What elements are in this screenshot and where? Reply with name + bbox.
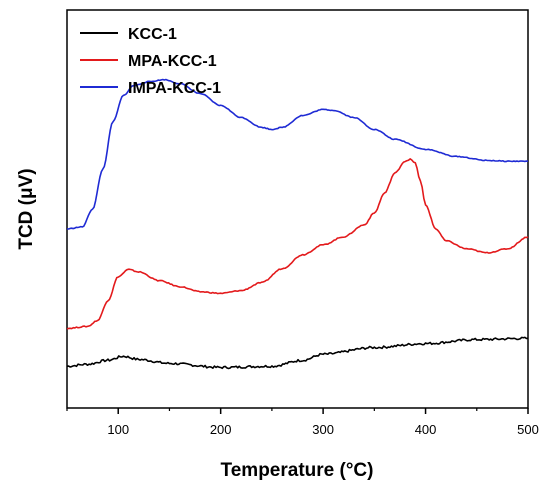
x-tick-label: 200 [210, 422, 232, 437]
legend-label-kcc-1: KCC-1 [128, 26, 177, 43]
legend-label-impa-kcc-1: IMPA-KCC-1 [128, 80, 221, 97]
legend-label-mpa-kcc-1: MPA-KCC-1 [128, 53, 217, 70]
legend: KCC-1 MPA-KCC-1 IMPA-KCC-1 [80, 26, 221, 97]
series-line-kcc-1 [66, 336, 529, 370]
x-axis-title: Temperature (°C) [221, 460, 374, 481]
series-line-mpa-kcc-1 [66, 158, 529, 330]
x-axis-ticks: 100 200 300 400 500 [66, 408, 539, 437]
x-tick-label: 100 [107, 422, 129, 437]
series-layer [66, 78, 529, 370]
x-tick-label: 400 [415, 422, 437, 437]
plot-frame [66, 9, 529, 409]
y-axis-title: TCD (μV) [16, 168, 37, 249]
series-line-impa-kcc-1 [66, 78, 529, 230]
x-tick-label: 500 [517, 422, 539, 437]
x-tick-label: 300 [312, 422, 334, 437]
